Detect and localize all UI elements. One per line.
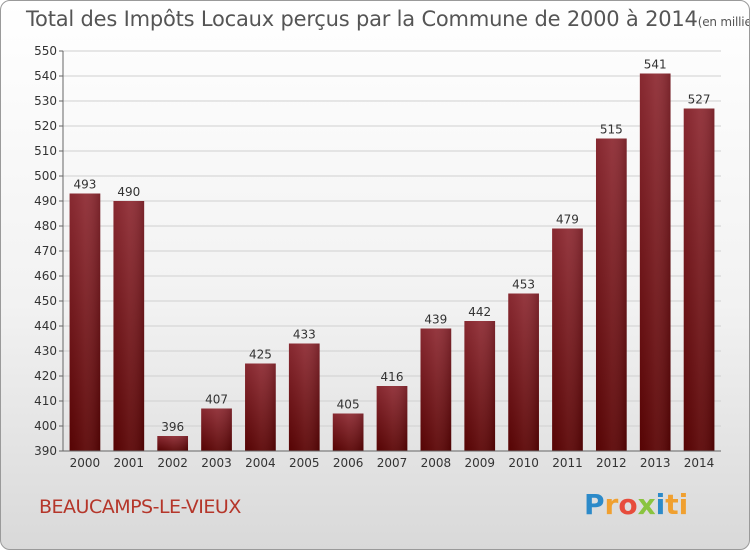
y-tick-label: 400 [34,419,57,433]
y-tick-label: 440 [34,319,57,333]
value-label: 493 [73,178,96,192]
bars [69,73,715,451]
x-tick-label: 2004 [245,456,276,470]
x-tick-label: 2000 [70,456,101,470]
value-label: 527 [688,93,711,107]
value-labels: 493 490 396 407 425 433 405 416 439 442 453 479 515 5… [73,58,710,435]
logo-letter: ti [665,488,689,521]
value-label: 515 [600,123,623,137]
value-label: 416 [381,370,404,384]
bar-shade [245,363,276,451]
logo-letter: i [655,488,666,521]
logo-letter: r [604,488,619,521]
y-axis: 390 400 410 420 430 440 450 460 470 480 490 500 510 5… [34,44,64,458]
bar-shade [69,193,101,451]
y-tick-label: 470 [34,244,57,258]
value-label: 439 [424,313,447,327]
bar-shade [683,108,715,451]
commune-name: BEAUCAMPS-LE-VIEUX [39,496,241,518]
bar-shade [201,408,232,451]
bar-shade [639,73,671,451]
y-tick-label: 460 [34,269,57,283]
logo-letter: P [584,488,605,521]
x-tick-label: 2008 [421,456,452,470]
x-tick-label: 2002 [157,456,188,470]
x-tick-label: 2006 [333,456,364,470]
x-tick-label: 2009 [464,456,495,470]
value-label: 453 [512,278,535,292]
y-tick-label: 550 [34,44,57,58]
bar-shade [288,343,320,451]
bar-shade [595,138,627,451]
x-tick-label: 2014 [684,456,715,470]
y-tick-label: 520 [34,119,57,133]
bar-shade [420,328,452,451]
x-tick-label: 2001 [114,456,145,470]
y-tick-label: 510 [34,144,57,158]
bar-shade [464,321,496,451]
bar-shade [113,201,145,451]
y-tick-label: 420 [34,369,57,383]
y-tick-label: 500 [34,169,57,183]
x-tick-label: 2013 [640,456,671,470]
y-tick-label: 450 [34,294,57,308]
y-tick-label: 480 [34,219,57,233]
bar-shade [552,228,583,451]
y-tick-label: 540 [34,69,57,83]
chart-subtitle: (en milliers d'€) [697,15,749,29]
x-tick-label: 2007 [377,456,408,470]
x-tick-label: 2010 [508,456,539,470]
y-tick-label: 490 [34,194,57,208]
bar-shade [157,436,189,451]
x-tick-label: 2012 [596,456,627,470]
x-tick-label: 2005 [289,456,320,470]
logo-letter: x [637,488,656,521]
bar-shade [332,413,364,451]
y-tick-label: 410 [34,394,57,408]
value-label: 442 [468,305,491,319]
value-label: 425 [249,348,272,362]
value-label: 479 [556,213,579,227]
y-tick-label: 390 [34,444,57,458]
value-label: 405 [337,398,360,412]
chart-title: Total des Impôts Locaux perçus par la Co… [26,7,749,31]
y-tick-label: 430 [34,344,57,358]
value-label: 407 [205,393,228,407]
x-tick-label: 2011 [552,456,583,470]
logo-letter: o [618,488,638,521]
value-label: 490 [117,185,140,199]
value-label: 433 [293,328,316,342]
x-tick-label: 2003 [201,456,232,470]
value-label: 541 [644,58,667,72]
bar-shade [376,386,408,451]
x-axis: 2000 2001 2002 2003 2004 2005 2006 2007 2008 2009… [63,450,721,470]
value-label: 396 [161,420,184,434]
chart-title-main: Total des Impôts Locaux perçus par la Co… [26,7,698,31]
proxiti-logo: Proxiti [584,488,688,521]
y-tick-label: 530 [34,94,57,108]
bar-shade [508,293,539,451]
